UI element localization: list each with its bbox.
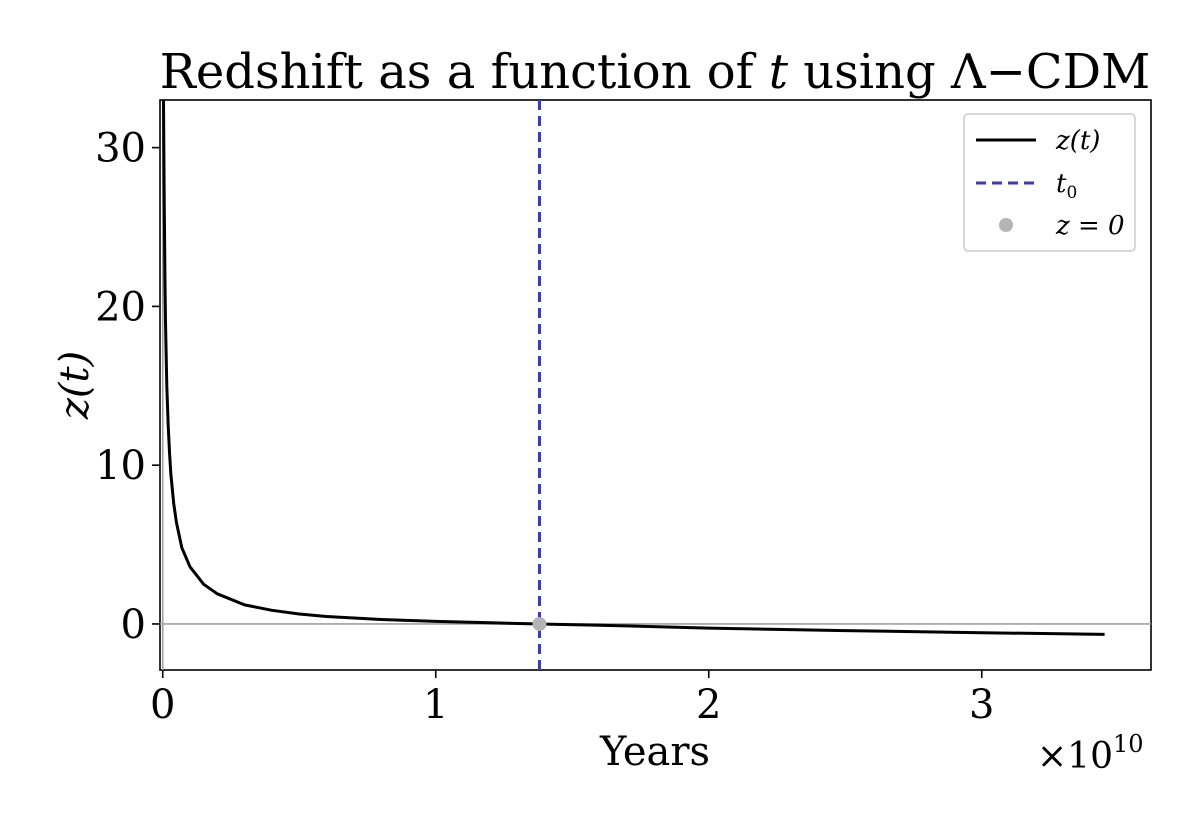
x-axis-multiplier: ×1010	[1037, 730, 1144, 777]
x-tick-label-2: 2	[696, 682, 721, 728]
y-tick-label-1: 10	[95, 443, 146, 489]
chart-title-var: t	[769, 44, 789, 100]
x-ticks: 0 1 2 3	[150, 670, 994, 728]
x-axis-label: Years	[599, 729, 710, 775]
chart-title-text: Redshift as a function of	[160, 44, 769, 100]
y-axis-label: z(t)	[52, 351, 98, 420]
legend-box	[963, 113, 1136, 252]
y-tick-label-3: 30	[95, 126, 146, 172]
legend-label-t0-base: t	[1056, 169, 1067, 199]
legend-label-zt: z(t)	[1055, 126, 1100, 156]
y-tick-label-2: 20	[95, 284, 146, 330]
series-layer	[162, 99, 1105, 636]
z0-marker	[532, 616, 547, 631]
x-multiplier-base: ×10	[1037, 736, 1113, 777]
legend-label-t0-sub: 0	[1066, 183, 1077, 203]
legend-label-z0: z = 0	[1055, 211, 1125, 241]
legend: z(t) t0 z = 0	[963, 113, 1136, 252]
y-ticks: 0 10 20 30	[95, 126, 160, 648]
chart-title-tail: using Λ−CDM	[788, 44, 1150, 100]
plot-frame	[159, 99, 1152, 671]
x-tick-label-1: 1	[423, 682, 448, 728]
x-multiplier-exp: 10	[1113, 730, 1144, 758]
marker-layer	[532, 616, 547, 631]
legend-label-t0: t0	[1056, 169, 1077, 203]
x-tick-label-3: 3	[969, 682, 994, 728]
y-tick-label-0: 0	[121, 602, 146, 648]
legend-marker-z0	[999, 218, 1013, 232]
chart-title: Redshift as a function of t using Λ−CDM	[160, 44, 1151, 100]
series-line-0	[162, 99, 1105, 636]
x-tick-label-0: 0	[150, 682, 175, 728]
